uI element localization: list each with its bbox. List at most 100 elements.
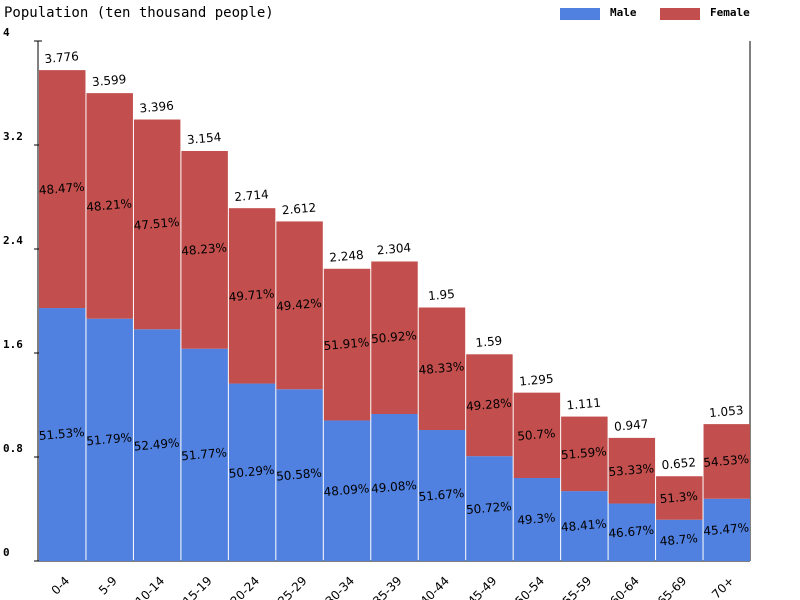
x-tick-label: 45-49	[465, 574, 500, 600]
x-tick-label: 40-44	[418, 574, 453, 600]
total-label: 2.714	[234, 187, 269, 204]
value-label: 51.77%	[181, 445, 228, 463]
y-tick-label: 2.4	[3, 234, 23, 247]
bar-segment	[656, 519, 703, 561]
legend-swatch	[660, 8, 700, 20]
total-label: 1.053	[708, 403, 743, 420]
x-tick-label: 25-29	[275, 574, 310, 600]
chart-title: Population (ten thousand people)	[4, 5, 274, 21]
x-tick-label: 35-39	[370, 574, 405, 600]
x-tick-label: 5-9	[96, 574, 120, 598]
bar-segment	[561, 416, 608, 492]
bar-segment	[86, 318, 133, 561]
value-label: 49.08%	[371, 478, 418, 496]
value-label: 47.51%	[133, 215, 180, 233]
value-label: 50.72%	[465, 499, 512, 517]
bar-segment	[181, 348, 228, 561]
bar-segment	[323, 420, 371, 561]
x-tick-label: 30-34	[323, 574, 358, 600]
bar-segment	[466, 456, 513, 561]
value-label: 48.47%	[38, 180, 85, 198]
total-label: 1.59	[475, 334, 503, 350]
y-tick-label: 0	[3, 546, 10, 559]
x-tick-label: 60-64	[607, 574, 642, 600]
bar-segment	[133, 119, 181, 330]
bar-segment	[228, 383, 276, 561]
value-label: 46.67%	[608, 523, 655, 541]
value-label: 51.91%	[323, 335, 370, 353]
bar-segment	[513, 478, 561, 561]
y-tick-label: 4	[3, 26, 10, 39]
value-label: 49.71%	[228, 286, 275, 304]
total-label: 2.612	[281, 200, 316, 217]
x-tick-label: 70+	[709, 574, 737, 600]
bar-segment	[513, 392, 561, 479]
legend-swatch	[560, 8, 600, 20]
total-label: 0.652	[661, 455, 696, 472]
x-tick-label: 0-4	[49, 574, 73, 598]
y-tick-label: 3.2	[3, 130, 23, 143]
total-label: 3.154	[186, 130, 221, 147]
total-label: 0.947	[614, 417, 649, 434]
value-label: 49.42%	[276, 296, 323, 314]
bar-segment	[703, 498, 750, 561]
value-label: 50.58%	[276, 466, 323, 484]
x-tick-label: 55-59	[560, 574, 595, 600]
value-label: 51.3%	[659, 489, 698, 506]
y-tick-label: 0.8	[3, 442, 23, 455]
x-tick-label: 20-24	[228, 574, 263, 600]
total-label: 1.111	[566, 396, 601, 413]
value-label: 52.49%	[133, 436, 180, 454]
bar-segment	[228, 208, 276, 384]
value-label: 48.33%	[418, 359, 465, 377]
bar-segment	[276, 221, 323, 390]
bar-segment	[703, 424, 750, 499]
bar-segment	[371, 413, 418, 561]
x-tick-label: 10-14	[133, 574, 168, 600]
bar-segment	[608, 503, 656, 561]
x-tick-label: 50-54	[512, 574, 547, 600]
value-label: 50.7%	[517, 426, 556, 443]
total-label: 1.95	[428, 287, 456, 303]
value-label: 45.47%	[703, 520, 750, 538]
value-label: 50.92%	[371, 328, 418, 346]
value-label: 48.21%	[86, 196, 133, 214]
value-label: 48.41%	[560, 517, 607, 535]
bar-segment	[656, 476, 703, 520]
bar-segment	[133, 329, 181, 561]
total-label: 2.248	[329, 248, 364, 265]
value-label: 51.79%	[86, 430, 133, 448]
value-label: 54.53%	[703, 452, 750, 470]
bar-segment	[608, 437, 656, 504]
legend-label: Male	[610, 6, 637, 19]
value-label: 53.33%	[608, 461, 655, 479]
bar-segment	[561, 491, 608, 561]
total-label: 3.396	[139, 99, 174, 116]
bar-segment	[276, 389, 323, 561]
x-tick-label: 15-19	[180, 574, 215, 600]
bar-segment	[371, 261, 418, 414]
value-label: 48.09%	[323, 481, 370, 499]
value-label: 50.29%	[228, 463, 275, 481]
total-label: 3.776	[44, 49, 79, 66]
bar-segment	[39, 308, 86, 561]
value-label: 51.59%	[560, 444, 607, 462]
value-label: 48.7%	[659, 531, 698, 548]
value-label: 51.53%	[38, 425, 85, 443]
bar-segment	[466, 354, 513, 457]
legend-label: Female	[710, 6, 750, 19]
bar-segment	[418, 430, 466, 561]
value-label: 49.28%	[465, 396, 512, 414]
value-label: 51.67%	[418, 486, 465, 504]
y-tick-label: 1.6	[3, 338, 23, 351]
bar-segment	[86, 93, 133, 319]
value-label: 48.23%	[181, 240, 228, 258]
bar-segment	[181, 150, 228, 349]
bar-segment	[323, 268, 371, 421]
x-tick-label: 65-69	[655, 574, 690, 600]
value-label: 49.3%	[517, 510, 556, 527]
bar-segment	[418, 307, 466, 431]
bar-segment	[39, 70, 86, 309]
total-label: 2.304	[376, 241, 411, 258]
